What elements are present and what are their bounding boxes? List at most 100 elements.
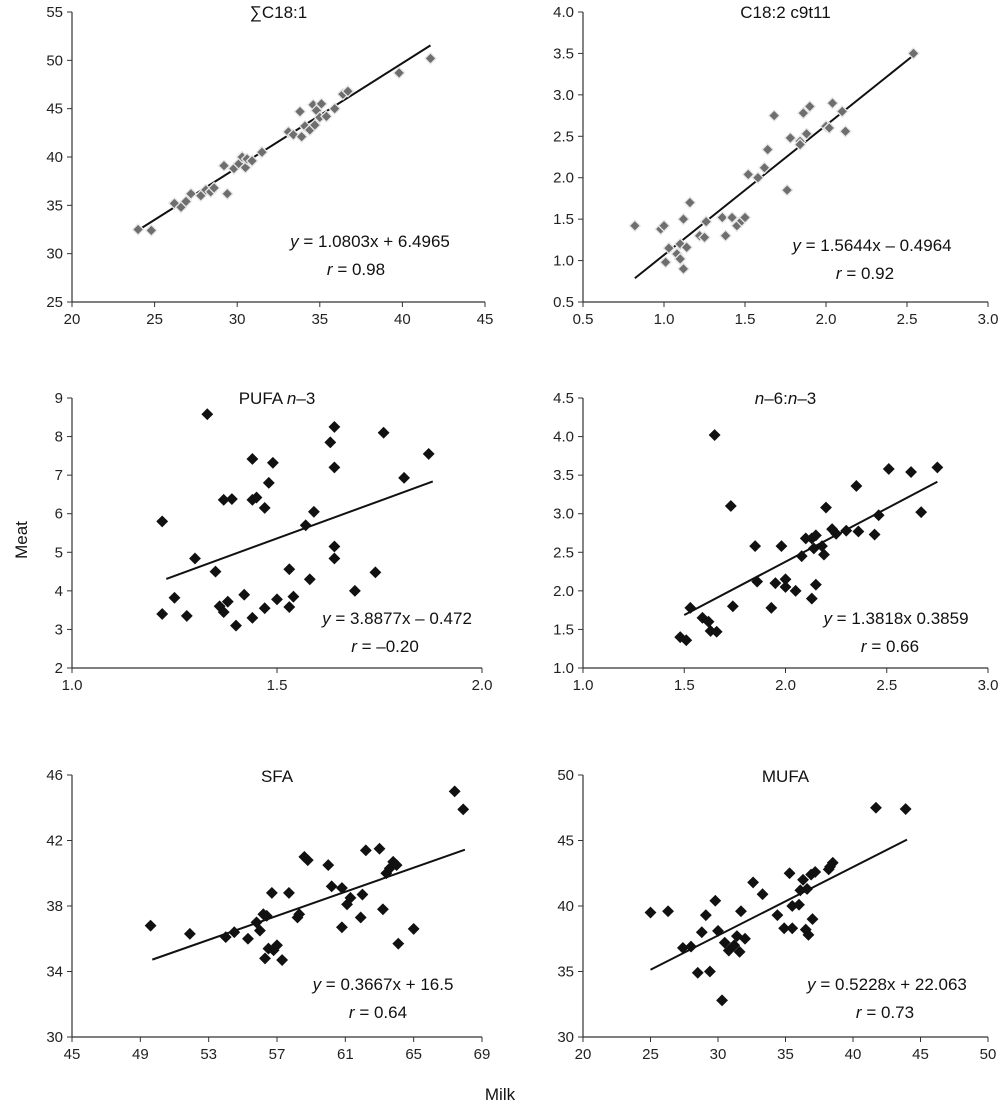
data-point [303, 573, 316, 586]
data-point [262, 476, 275, 489]
x-tick-label: 1.5 [267, 677, 288, 694]
data-point [156, 515, 169, 528]
x-tick-label: 2.5 [876, 677, 897, 694]
data-point [207, 181, 221, 195]
data-point [398, 471, 411, 484]
regression-equation: y = 1.5644x – 0.4964 [791, 236, 951, 255]
data-point [335, 921, 348, 934]
data-point [733, 945, 746, 958]
data-point [131, 223, 145, 236]
data-point [783, 867, 796, 880]
y-tick-label: 4.0 [553, 429, 574, 446]
y-tick-label: 1.5 [553, 211, 574, 228]
panel-6: 20 25 30 35 40 45 50 30 35 40 45 50 MUFA y = 0.5228x … [557, 767, 996, 1063]
data-point [907, 47, 920, 60]
x-tick-label: 2.0 [472, 677, 493, 694]
data-point [286, 128, 300, 142]
data-point [144, 224, 158, 237]
x-tick-label: 1.0 [654, 311, 675, 328]
data-point [826, 856, 839, 869]
data-point [183, 927, 196, 940]
x-tick-label: 40 [394, 311, 411, 328]
panel-title: MUFA [762, 767, 810, 786]
x-tick-label: 45 [912, 1046, 929, 1063]
y-tick-label: 4.5 [553, 390, 574, 407]
data-point [683, 196, 697, 209]
data-point [424, 51, 437, 65]
data-point [457, 803, 470, 816]
data-point [239, 161, 252, 175]
data-point [369, 566, 382, 579]
data-point [684, 601, 697, 614]
y-tick-label: 6 [55, 506, 63, 523]
y-tick-label: 50 [557, 767, 574, 784]
data-point [392, 66, 406, 80]
data-point [872, 509, 885, 522]
data-point [674, 631, 687, 644]
data-point [735, 905, 747, 918]
data-point [852, 525, 865, 538]
y-tick-label: 40 [46, 149, 63, 166]
data-point [826, 96, 839, 110]
y-tick-label: 9 [55, 390, 63, 407]
data-point [793, 898, 805, 911]
data-point [779, 581, 792, 593]
y-tick-label: 2.0 [553, 583, 574, 600]
correlation-r: r = 0.66 [861, 637, 919, 656]
y-tick-label: 2.5 [553, 544, 574, 561]
y-tick-label: 45 [557, 833, 574, 850]
data-point [246, 453, 259, 465]
x-tick-label: 30 [229, 311, 246, 328]
data-point [761, 143, 775, 156]
data-point [344, 891, 357, 904]
data-point [677, 262, 690, 276]
x-tick-label: 25 [146, 311, 163, 328]
data-point [276, 954, 289, 966]
correlation-r: r = 0.73 [856, 1003, 914, 1022]
data-point [710, 625, 723, 638]
y-tick-label: 1.0 [553, 253, 574, 270]
data-point [769, 577, 782, 590]
data-point [725, 211, 739, 224]
data-point [775, 540, 788, 553]
data-point [800, 127, 813, 141]
x-tick-label: 20 [575, 1046, 592, 1063]
x-tick-label: 1.5 [674, 677, 695, 694]
data-point [217, 159, 231, 173]
x-tick-label: 35 [777, 1046, 794, 1063]
data-point [712, 924, 724, 937]
data-point [691, 966, 704, 979]
data-point [870, 801, 882, 814]
y-tick-label: 8 [55, 429, 63, 446]
data-point [258, 602, 271, 615]
data-point [765, 601, 778, 614]
y-tick-label: 40 [557, 898, 574, 915]
data-point [783, 131, 797, 145]
y-tick-label: 1.5 [553, 621, 574, 638]
panel-title: n–6:n–3 [755, 389, 817, 408]
data-point [778, 922, 791, 935]
data-point [407, 923, 420, 935]
data-point [695, 926, 708, 939]
data-point [803, 100, 817, 113]
regression-equation: y = 0.5228x + 22.063 [806, 975, 967, 994]
data-point [217, 606, 230, 618]
panel-title: SFA [261, 767, 294, 786]
data-point [795, 550, 808, 563]
y-tick-label: 34 [46, 964, 63, 981]
data-point [373, 842, 386, 855]
data-point [739, 932, 751, 945]
data-point [751, 171, 765, 185]
y-tick-label: 38 [46, 898, 63, 915]
y-tick-label: 2.0 [553, 170, 574, 187]
y-tick-label: 50 [46, 52, 63, 69]
x-tick-label: 50 [980, 1046, 997, 1063]
data-point [839, 124, 852, 138]
y-tick-label: 45 [46, 101, 63, 118]
y-axis-label: Meat [12, 521, 31, 559]
data-point [719, 229, 732, 243]
x-tick-label: 3.0 [978, 677, 999, 694]
data-point [301, 854, 314, 867]
data-point [322, 859, 335, 871]
